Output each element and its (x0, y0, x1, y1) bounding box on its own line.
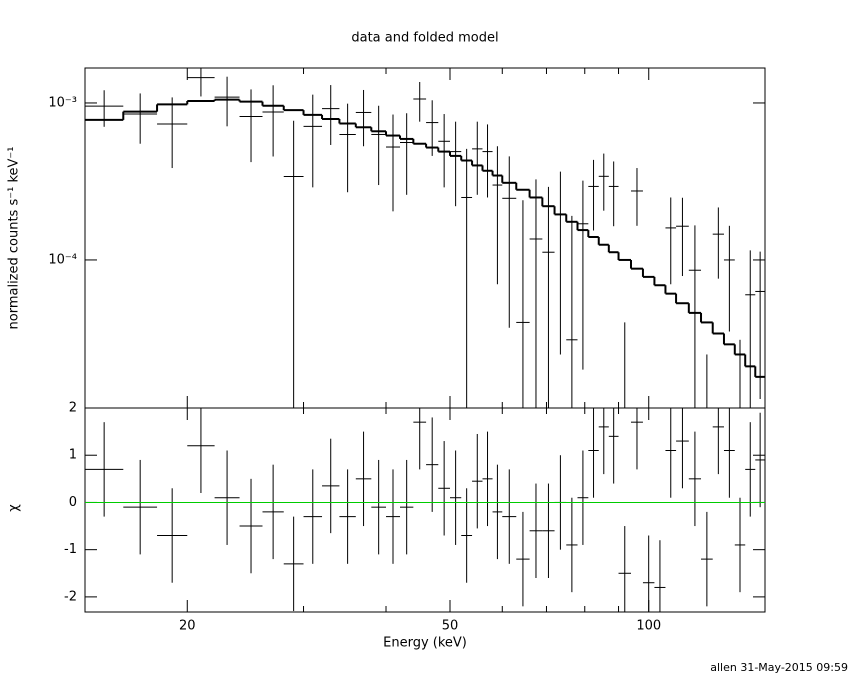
plot-area (85, 68, 765, 408)
model-connector (122, 99, 757, 377)
x-tick-label: 100 (636, 619, 661, 634)
y-tick-label: -2 (64, 589, 77, 604)
y-tick-label: 0 (69, 495, 77, 510)
y-axis-label: normalized counts s⁻¹ keV⁻¹ (7, 147, 22, 330)
y-axis-label: χ (7, 504, 22, 512)
plot-area (85, 408, 765, 612)
y-tick-label: 10⁻⁴ (48, 252, 77, 267)
y-tick-label: -1 (64, 542, 77, 557)
y-tick-label: 2 (69, 401, 77, 416)
frame (84, 67, 766, 409)
x-axis-label: Energy (keV) (383, 636, 467, 651)
footer: allen 31-May-2015 09:59 (710, 661, 848, 674)
y-tick-label: 1 (69, 448, 77, 463)
x-tick-label: 20 (179, 619, 196, 634)
chart-title: data and folded model (351, 31, 498, 46)
y-tick-label: 10⁻³ (48, 95, 77, 110)
x-tick-label: 50 (442, 619, 459, 634)
frame (84, 407, 766, 613)
